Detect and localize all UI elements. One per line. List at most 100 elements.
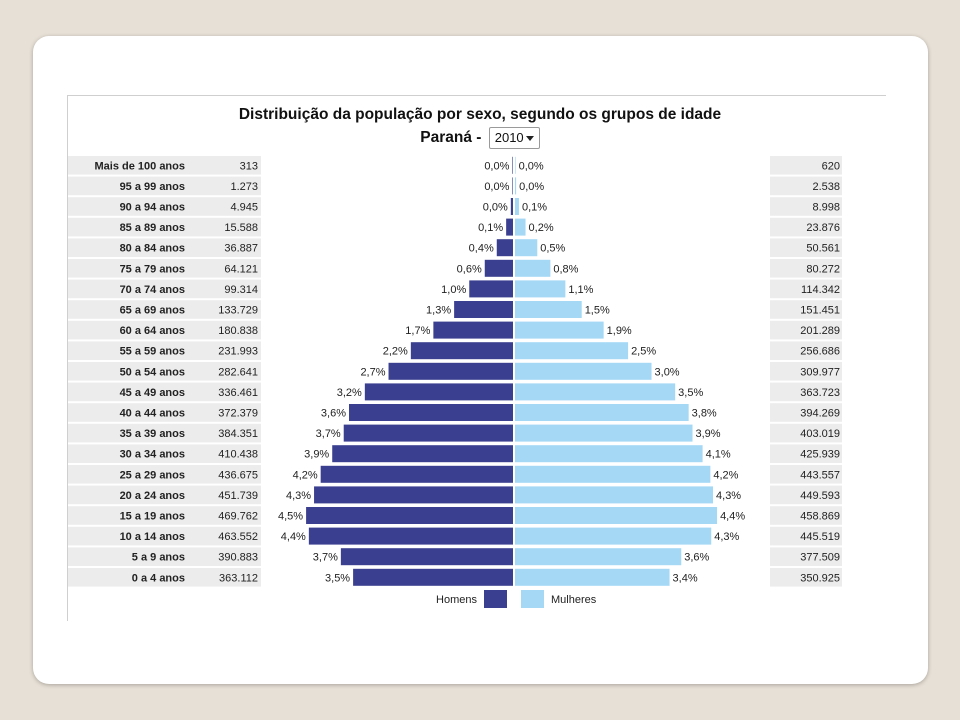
men-count-label: 363.112 (219, 572, 258, 584)
row-label-cell (68, 526, 261, 546)
row-value-cell (770, 300, 842, 319)
women-count-label: 458.869 (800, 511, 840, 523)
women-count-label: 151.451 (800, 305, 840, 317)
men-bar (314, 486, 513, 504)
women-count-label: 449.593 (800, 490, 840, 502)
row-label-cell (68, 300, 261, 319)
age-group-label: 25 a 29 anos (120, 469, 185, 481)
age-group-label: 35 a 39 anos (120, 428, 185, 440)
men-percent-label: 0,6% (457, 263, 482, 275)
men-percent-label: 3,2% (337, 387, 362, 399)
women-count-label: 8.998 (812, 202, 840, 214)
women-bar (515, 156, 516, 174)
women-count-label: 445.519 (800, 531, 840, 543)
women-bar (515, 301, 582, 318)
age-group-label: 95 a 99 anos (120, 181, 185, 193)
women-bar (515, 259, 551, 277)
age-group-label: 85 a 89 anos (120, 222, 185, 234)
row-label-cell (68, 259, 261, 278)
men-bar (308, 527, 513, 545)
chevron-down-icon (525, 136, 534, 141)
row-label-cell (68, 238, 261, 257)
women-bar (515, 321, 604, 339)
men-count-label: 336.461 (218, 387, 258, 399)
women-bar (515, 218, 526, 236)
women-percent-label: 0,0% (519, 181, 544, 193)
men-percent-label: 2,7% (360, 366, 385, 378)
age-group-label: 50 a 54 anos (120, 366, 185, 378)
men-count-label: 390.883 (218, 552, 258, 564)
women-count-label: 363.723 (800, 387, 840, 399)
men-percent-label: 0,1% (478, 222, 503, 234)
women-percent-label: 2,5% (631, 346, 656, 358)
row-value-cell (770, 341, 842, 360)
men-bar (433, 321, 513, 339)
men-percent-label: 3,9% (304, 449, 329, 461)
age-group-label: 90 a 94 anos (120, 202, 185, 214)
women-count-label: 114.342 (801, 284, 840, 296)
row-value-cell (770, 279, 842, 299)
row-value-cell (770, 423, 842, 443)
women-count-label: 50.561 (806, 243, 840, 255)
men-percent-label: 4,2% (293, 469, 318, 481)
women-count-label: 256.686 (800, 346, 840, 358)
men-percent-label: 1,0% (441, 284, 466, 296)
age-group-label: 0 a 4 anos (132, 572, 185, 584)
men-percent-label: 1,3% (426, 305, 451, 317)
women-percent-label: 3,0% (655, 366, 680, 378)
legend-mulheres-label: Mulheres (551, 594, 597, 606)
men-bar (512, 156, 513, 174)
row-value-cell (770, 259, 842, 278)
men-percent-label: 3,7% (316, 428, 341, 440)
women-bar (515, 548, 682, 566)
men-percent-label: 1,7% (405, 325, 430, 337)
row-label-cell (68, 362, 261, 381)
row-label-cell (68, 176, 261, 196)
year-select[interactable]: 2010 (488, 127, 540, 149)
women-bar (515, 383, 676, 401)
men-count-label: 133.729 (218, 305, 258, 317)
women-count-label: 443.557 (800, 469, 840, 481)
men-count-label: 1.273 (230, 181, 258, 193)
age-group-label: 55 a 59 anos (120, 346, 185, 358)
men-bar (349, 404, 513, 421)
men-bar (510, 198, 513, 215)
women-percent-label: 1,5% (585, 305, 610, 317)
women-percent-label: 3,6% (684, 552, 709, 564)
women-bar (515, 280, 566, 298)
women-percent-label: 4,2% (713, 469, 738, 481)
women-count-label: 80.272 (806, 263, 840, 275)
women-percent-label: 4,1% (706, 449, 731, 461)
row-label-cell (68, 423, 261, 443)
women-bar (515, 198, 519, 215)
row-label-cell (68, 444, 261, 463)
row-value-cell (770, 465, 842, 484)
age-group-label: 45 a 49 anos (120, 387, 185, 399)
age-group-label: 75 a 79 anos (120, 263, 185, 275)
row-label-cell (68, 568, 261, 587)
men-count-label: 372.379 (218, 408, 258, 420)
women-percent-label: 3,4% (673, 572, 698, 584)
age-group-label: 20 a 24 anos (120, 490, 185, 502)
men-percent-label: 3,7% (313, 552, 338, 564)
row-label-cell (68, 403, 261, 422)
women-percent-label: 0,0% (519, 160, 544, 172)
row-label-cell (68, 217, 261, 237)
men-bar (512, 177, 513, 195)
row-label-cell (68, 465, 261, 484)
women-bar (515, 239, 538, 257)
men-count-label: 463.552 (218, 531, 258, 543)
year-select-value: 2010 (494, 130, 524, 145)
age-group-label: 5 a 9 anos (132, 552, 185, 564)
women-bar (515, 568, 670, 586)
men-count-label: 410.438 (218, 449, 258, 461)
women-count-label: 309.977 (800, 366, 840, 378)
men-count-label: 384.351 (218, 428, 258, 440)
women-percent-label: 1,1% (568, 284, 593, 296)
row-value-cell (770, 444, 842, 463)
men-bar (388, 362, 513, 380)
women-bar (515, 362, 652, 380)
row-value-cell (770, 156, 842, 175)
men-bar (506, 218, 513, 236)
